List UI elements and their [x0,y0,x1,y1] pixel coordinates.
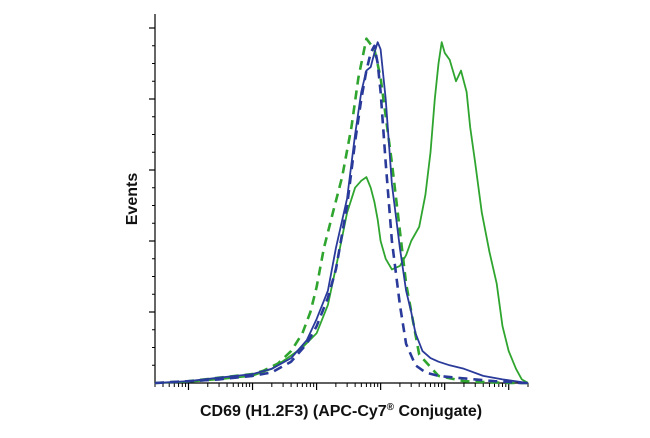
x-axis-title: CD69 (H1.2F3) (APC-Cy7® Conjugate) [200,402,482,420]
y-axis-title: Events [124,173,141,226]
x-axis-ticks [154,383,529,390]
series-line-4-solid [154,41,529,384]
y-axis-ticks [149,27,155,366]
series-line-3-dashed [154,44,528,385]
x-axis-title-reg: ® [387,402,395,413]
x-axis-title-main: CD69 (H1.2F3) (APC-Cy7 [200,403,387,420]
series-line-2-solid [154,41,529,384]
plot-frame [154,14,528,384]
series-layer [154,37,529,385]
series-line-1-dashed [154,37,528,385]
x-axis-title-suffix: Conjugate) [394,403,482,420]
